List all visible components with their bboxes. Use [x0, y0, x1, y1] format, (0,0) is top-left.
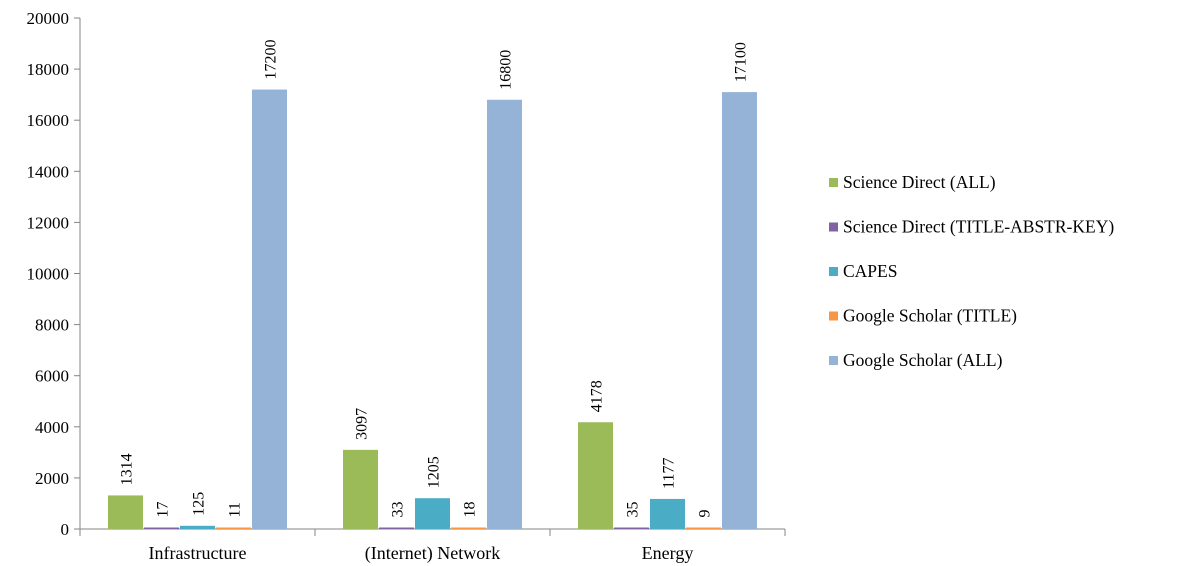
x-tick-label: Energy	[642, 543, 694, 563]
legend-label-science-direct-all: Science Direct (ALL)	[843, 172, 996, 192]
data-label-capes-infrastructure: 125	[191, 492, 208, 516]
data-label-google-scholar-all-infrastructure: 17200	[263, 40, 280, 80]
legend-swatch-google-scholar-all	[829, 356, 838, 365]
chart-bars	[108, 89, 757, 529]
x-tick-label: Infrastructure	[149, 543, 247, 563]
data-label-google-scholar-all-energy: 17100	[733, 42, 750, 82]
bar-google-scholar-title-infrastructure	[216, 527, 251, 529]
bar-science-direct-all-infrastructure	[108, 495, 143, 529]
y-tick-label: 2000	[35, 469, 69, 488]
legend-label-google-scholar-title: Google Scholar (TITLE)	[843, 306, 1017, 326]
bar-capes-infrastructure	[180, 525, 215, 529]
legend-label-capes: CAPES	[843, 261, 897, 281]
data-label-science-direct-title-abstr-key-internet-network: 33	[390, 502, 407, 518]
data-label-science-direct-all-energy: 4178	[589, 380, 606, 412]
y-tick-label: 12000	[27, 213, 70, 232]
chart-axes: 0 2000 4000 6000 8000 10000 12000 14000 16000 180…	[27, 9, 786, 564]
bar-google-scholar-title-internet-network	[451, 527, 486, 529]
legend-swatch-science-direct-title-abstr-key	[829, 222, 838, 232]
bar-google-scholar-all-infrastructure	[252, 89, 287, 529]
data-label-capes-energy: 1177	[661, 458, 678, 489]
legend-label-science-direct-title-abstr-key: Science Direct (TITLE-ABSTR-KEY)	[843, 217, 1114, 237]
bar-capes-energy	[650, 498, 685, 529]
legend-swatch-google-scholar-title	[829, 311, 838, 321]
data-label-google-scholar-title-internet-network: 18	[462, 502, 479, 518]
y-tick-label: 18000	[27, 60, 70, 79]
data-label-science-direct-title-abstr-key-energy: 35	[625, 502, 642, 518]
bar-science-direct-all-energy	[578, 422, 613, 529]
chart-legend: Science Direct (ALL) Science Direct (TITL…	[829, 172, 1114, 370]
data-label-science-direct-all-infrastructure: 1314	[119, 453, 136, 485]
data-label-google-scholar-all-internet-network: 16800	[498, 50, 515, 90]
bar-science-direct-title-abstr-key-energy	[614, 527, 649, 529]
y-tick-label: 6000	[35, 367, 69, 386]
bar-google-scholar-all-energy	[722, 92, 757, 529]
y-tick-label: 20000	[27, 9, 70, 28]
bar-google-scholar-title-energy	[686, 527, 721, 529]
y-tick-label: 16000	[27, 111, 70, 130]
bar-capes-internet-network	[415, 498, 450, 529]
data-label-google-scholar-title-infrastructure: 11	[227, 502, 244, 517]
x-tick-label: (Internet) Network	[365, 543, 500, 564]
y-tick-label: 0	[61, 520, 70, 539]
bar-google-scholar-all-internet-network	[487, 99, 522, 529]
data-label-google-scholar-title-energy: 9	[697, 510, 714, 518]
y-tick-label: 4000	[35, 418, 69, 437]
legend-swatch-science-direct-all	[829, 178, 838, 187]
bar-science-direct-title-abstr-key-internet-network	[379, 527, 414, 529]
bar-science-direct-all-internet-network	[343, 449, 378, 529]
data-label-science-direct-all-internet-network: 3097	[354, 408, 371, 440]
y-tick-label: 8000	[35, 316, 69, 335]
chart-data-labels: 1314 17 125 11 17200 3097 33 1205 18 16800 4178 35 1…	[119, 40, 750, 518]
legend-label-google-scholar-all: Google Scholar (ALL)	[843, 350, 1003, 370]
data-label-capes-internet-network: 1205	[426, 456, 443, 488]
y-tick-label: 14000	[27, 162, 70, 181]
legend-swatch-capes	[829, 267, 838, 276]
bar-science-direct-title-abstr-key-infrastructure	[144, 527, 179, 529]
y-tick-label: 10000	[27, 265, 70, 284]
data-label-science-direct-title-abstr-key-infrastructure: 17	[155, 502, 172, 518]
